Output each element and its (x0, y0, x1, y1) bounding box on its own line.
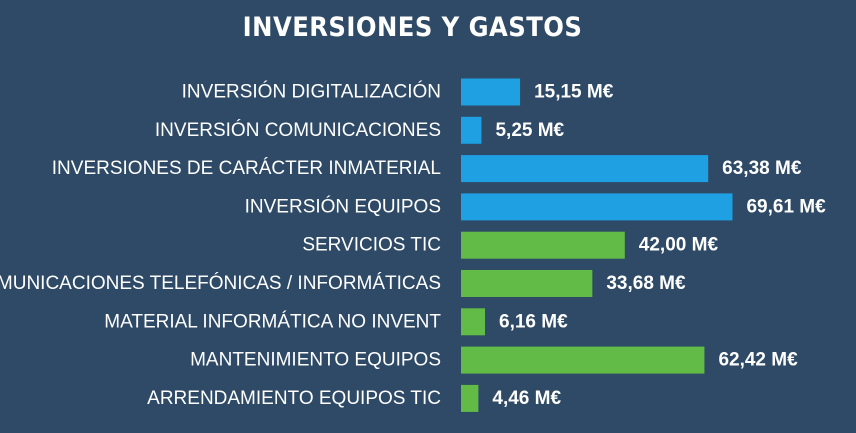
bar (461, 155, 709, 183)
bar (461, 270, 593, 297)
bar (461, 384, 479, 412)
category-label: INVERSIÓN EQUIPOS (245, 195, 441, 217)
category-label: SERVICIOS TIC (302, 235, 441, 256)
value-label: 69,61 M€ (746, 196, 826, 217)
category-label: INVERSIÓN DIGITALIZACIÓN (182, 81, 441, 103)
value-label: 33,68 M€ (606, 273, 686, 294)
bar (461, 116, 482, 144)
value-label: 63,38 M€ (722, 158, 802, 179)
value-label: 15,15 M€ (534, 82, 614, 103)
bar (461, 193, 733, 221)
category-label: MATERIAL INFORMÁTICA NO INVENT (104, 311, 441, 332)
bar (461, 78, 521, 106)
category-label: COMUNICACIONES TELEFÓNICAS / INFORMÁTICA… (0, 272, 441, 294)
bar (461, 346, 705, 374)
bar (461, 231, 625, 259)
chart-title: INVERSIONES Y GASTOS (242, 12, 583, 43)
category-label: INVERSIÓN COMUNICACIONES (155, 119, 441, 141)
value-label: 4,46 M€ (492, 388, 561, 409)
bar (461, 308, 486, 336)
value-label: 62,42 M€ (718, 350, 798, 371)
category-label: ARRENDAMIENTO EQUIPOS TIC (147, 388, 441, 409)
value-label: 6,16 M€ (499, 311, 568, 332)
value-label: 42,00 M€ (639, 235, 719, 256)
value-label: 5,25 M€ (495, 120, 564, 141)
category-label: MANTENIMIENTO EQUIPOS (190, 350, 441, 371)
category-label: INVERSIONES DE CARÁCTER INMATERIAL (52, 158, 441, 179)
